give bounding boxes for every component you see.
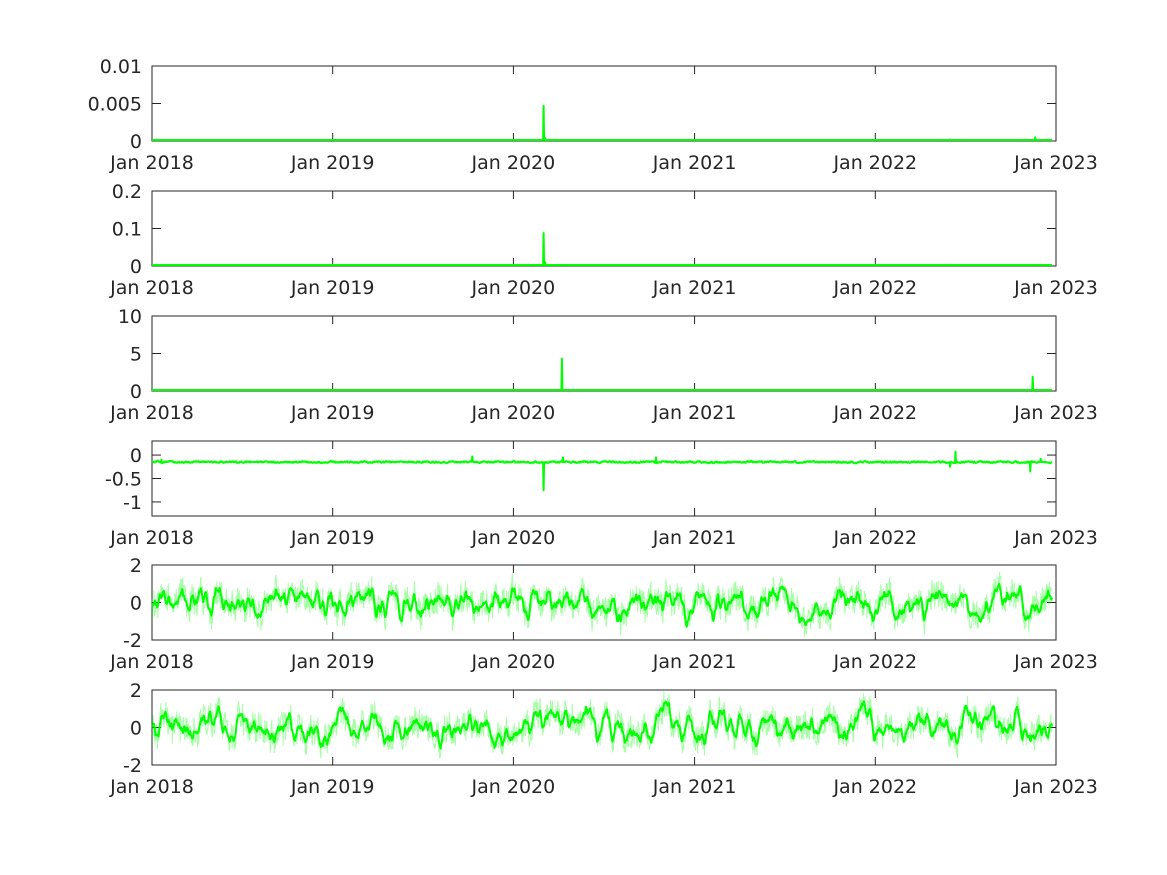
y-tick-label: 0 bbox=[130, 131, 142, 153]
x-tick-label: Jan 2021 bbox=[652, 402, 737, 424]
x-tick-label: Jan 2020 bbox=[471, 776, 556, 798]
axes-box bbox=[151, 440, 1057, 517]
series-line bbox=[151, 582, 1054, 628]
x-tick-label: Jan 2022 bbox=[832, 277, 917, 299]
axes-box bbox=[151, 689, 1057, 766]
x-tick-label: Jan 2019 bbox=[290, 152, 375, 174]
x-tick-label: Jan 2019 bbox=[290, 527, 375, 549]
x-tick-label: Jan 2023 bbox=[1013, 402, 1098, 424]
x-tick-label: Jan 2020 bbox=[471, 651, 556, 673]
x-tick-label: Jan 2018 bbox=[109, 277, 194, 299]
series-line bbox=[151, 232, 1053, 266]
subplot-2: Jan 2018 Jan 2019 Jan 2020 Jan 2021 Jan 2022… bbox=[109, 181, 1098, 299]
subplot-3: Jan 2018 Jan 2019 Jan 2020 Jan 2021 Jan 2022… bbox=[109, 306, 1098, 424]
y-tick-label: 2 bbox=[130, 555, 142, 577]
y-tick-label: 0.005 bbox=[88, 94, 142, 116]
y-tick-label: 0 bbox=[130, 256, 142, 278]
axes-box bbox=[151, 564, 1057, 641]
y-tick-label: 0 bbox=[130, 718, 142, 740]
x-tick-label: Jan 2022 bbox=[832, 402, 917, 424]
y-tick-label: 0 bbox=[130, 445, 142, 467]
x-tick-label: Jan 2021 bbox=[652, 277, 737, 299]
x-tick-label: Jan 2020 bbox=[471, 527, 556, 549]
axes-box bbox=[151, 190, 1057, 267]
subplot-1: Jan 2018 Jan 2019 Jan 2020 Jan 2021 Jan 2022… bbox=[88, 56, 1098, 174]
series-line bbox=[151, 104, 1053, 141]
x-tick-label: Jan 2022 bbox=[832, 776, 917, 798]
y-tick-label: 0.2 bbox=[112, 181, 142, 203]
x-tick-label: Jan 2023 bbox=[1013, 651, 1098, 673]
x-tick-label: Jan 2021 bbox=[652, 776, 737, 798]
x-tick-label: Jan 2020 bbox=[471, 277, 556, 299]
axes-box bbox=[151, 315, 1057, 392]
x-tick-label: Jan 2021 bbox=[652, 152, 737, 174]
x-tick-label: Jan 2020 bbox=[471, 402, 556, 424]
x-tick-label: Jan 2018 bbox=[109, 651, 194, 673]
series-line bbox=[151, 357, 1053, 391]
series-band bbox=[151, 571, 1053, 637]
x-tick-label: Jan 2021 bbox=[652, 651, 737, 673]
x-tick-label: Jan 2023 bbox=[1013, 152, 1098, 174]
x-tick-label: Jan 2023 bbox=[1013, 776, 1098, 798]
y-tick-label: 0.01 bbox=[100, 56, 142, 78]
x-tick-label: Jan 2019 bbox=[290, 402, 375, 424]
x-tick-label: Jan 2021 bbox=[652, 527, 737, 549]
y-tick-label: -1 bbox=[123, 492, 142, 514]
y-tick-label: 2 bbox=[130, 680, 142, 702]
x-tick-label: Jan 2023 bbox=[1013, 277, 1098, 299]
x-tick-label: Jan 2020 bbox=[471, 152, 556, 174]
axes-box bbox=[151, 65, 1057, 142]
subplot-4: Jan 2018 Jan 2019 Jan 2020 Jan 2021 Jan 2022… bbox=[105, 440, 1098, 549]
x-tick-label: Jan 2019 bbox=[290, 651, 375, 673]
x-tick-label: Jan 2018 bbox=[109, 527, 194, 549]
x-tick-label: Jan 2019 bbox=[290, 277, 375, 299]
y-tick-label: 5 bbox=[130, 344, 142, 366]
subplot-5: Jan 2018 Jan 2019 Jan 2020 Jan 2021 Jan 2022… bbox=[109, 555, 1098, 673]
y-tick-label: -0.5 bbox=[105, 469, 142, 491]
x-tick-label: Jan 2018 bbox=[109, 776, 194, 798]
x-tick-label: Jan 2023 bbox=[1013, 527, 1098, 549]
x-tick-label: Jan 2022 bbox=[832, 152, 917, 174]
x-tick-label: Jan 2022 bbox=[832, 651, 917, 673]
y-tick-label: -2 bbox=[123, 630, 142, 652]
y-tick-label: -2 bbox=[123, 755, 142, 777]
y-tick-label: 0 bbox=[130, 381, 142, 403]
y-tick-label: 0.1 bbox=[112, 219, 142, 241]
x-tick-label: Jan 2019 bbox=[290, 776, 375, 798]
series-line bbox=[151, 700, 1054, 750]
x-tick-label: Jan 2018 bbox=[109, 402, 194, 424]
series-line bbox=[151, 450, 1053, 492]
subplot-6: Jan 2018 Jan 2019 Jan 2020 Jan 2021 Jan 2022… bbox=[109, 680, 1098, 798]
x-tick-label: Jan 2022 bbox=[832, 527, 917, 549]
x-tick-label: Jan 2018 bbox=[109, 152, 194, 174]
y-tick-label: 0 bbox=[130, 593, 142, 615]
y-tick-label: 10 bbox=[118, 306, 142, 328]
